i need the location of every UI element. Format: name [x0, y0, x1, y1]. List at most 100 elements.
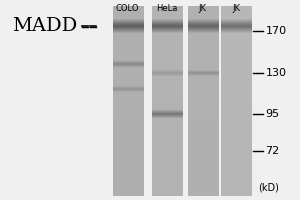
Bar: [220, 30, 252, 31]
Bar: [112, 186, 144, 196]
Bar: [112, 63, 144, 64]
Text: MADD: MADD: [12, 17, 77, 35]
Bar: [152, 110, 183, 120]
Bar: [112, 26, 144, 27]
Bar: [188, 82, 219, 92]
Bar: [152, 32, 183, 33]
Bar: [112, 72, 144, 82]
Bar: [112, 22, 144, 23]
Bar: [152, 110, 183, 111]
Bar: [112, 31, 144, 32]
Bar: [112, 62, 144, 63]
Bar: [188, 6, 219, 16]
Bar: [220, 27, 252, 28]
Bar: [152, 168, 183, 177]
Bar: [220, 72, 252, 82]
Bar: [220, 101, 252, 110]
Bar: [188, 26, 219, 27]
Bar: [220, 20, 252, 21]
Bar: [220, 31, 252, 32]
Bar: [112, 66, 144, 67]
Bar: [188, 19, 219, 20]
Bar: [112, 177, 144, 186]
Bar: [152, 21, 183, 22]
Bar: [152, 101, 183, 110]
Bar: [220, 19, 252, 20]
Text: HeLa: HeLa: [156, 4, 177, 13]
Bar: [220, 92, 252, 101]
Bar: [112, 91, 144, 92]
Bar: [220, 6, 252, 196]
Bar: [220, 25, 252, 26]
Bar: [112, 130, 144, 139]
Bar: [188, 74, 219, 75]
Text: JK: JK: [232, 4, 240, 13]
Bar: [152, 74, 183, 75]
Bar: [188, 32, 219, 33]
Bar: [152, 6, 183, 16]
Bar: [188, 110, 219, 120]
Bar: [188, 72, 219, 82]
Bar: [112, 19, 144, 20]
Bar: [152, 30, 183, 31]
Bar: [188, 25, 219, 34]
Bar: [152, 31, 183, 32]
Bar: [188, 6, 219, 196]
Bar: [112, 28, 144, 29]
Bar: [112, 168, 144, 177]
Bar: [152, 177, 183, 186]
Bar: [112, 89, 144, 90]
Bar: [152, 76, 183, 77]
Bar: [220, 63, 252, 73]
Bar: [152, 34, 183, 44]
Bar: [112, 44, 144, 53]
Bar: [188, 25, 219, 26]
Bar: [112, 139, 144, 148]
Bar: [152, 92, 183, 101]
Bar: [112, 29, 144, 30]
Bar: [188, 34, 219, 44]
Bar: [220, 26, 252, 27]
Bar: [152, 23, 183, 24]
Bar: [152, 117, 183, 118]
Bar: [152, 120, 183, 130]
Bar: [188, 29, 219, 30]
Bar: [188, 75, 219, 76]
Bar: [220, 25, 252, 34]
Text: 95: 95: [266, 109, 280, 119]
Bar: [112, 158, 144, 168]
Bar: [152, 29, 183, 30]
Bar: [220, 148, 252, 158]
Bar: [220, 24, 252, 25]
Bar: [152, 148, 183, 158]
Bar: [220, 168, 252, 177]
Bar: [112, 120, 144, 130]
Bar: [188, 186, 219, 196]
Text: 130: 130: [266, 68, 286, 78]
Bar: [112, 88, 144, 89]
Bar: [220, 23, 252, 24]
Bar: [188, 139, 219, 148]
Bar: [188, 21, 219, 22]
Bar: [188, 44, 219, 53]
Bar: [112, 16, 144, 25]
Bar: [188, 101, 219, 110]
Bar: [152, 158, 183, 168]
Bar: [152, 72, 183, 73]
Bar: [188, 70, 219, 71]
Bar: [112, 25, 144, 26]
Bar: [188, 22, 219, 23]
Bar: [188, 63, 219, 73]
Bar: [112, 148, 144, 158]
Text: (kD): (kD): [258, 183, 279, 193]
Bar: [152, 116, 183, 117]
Bar: [188, 31, 219, 32]
Bar: [152, 24, 183, 25]
Bar: [112, 21, 144, 22]
Bar: [188, 30, 219, 31]
Bar: [220, 158, 252, 168]
Bar: [152, 20, 183, 21]
Bar: [152, 28, 183, 29]
Bar: [112, 61, 144, 62]
Bar: [152, 130, 183, 139]
